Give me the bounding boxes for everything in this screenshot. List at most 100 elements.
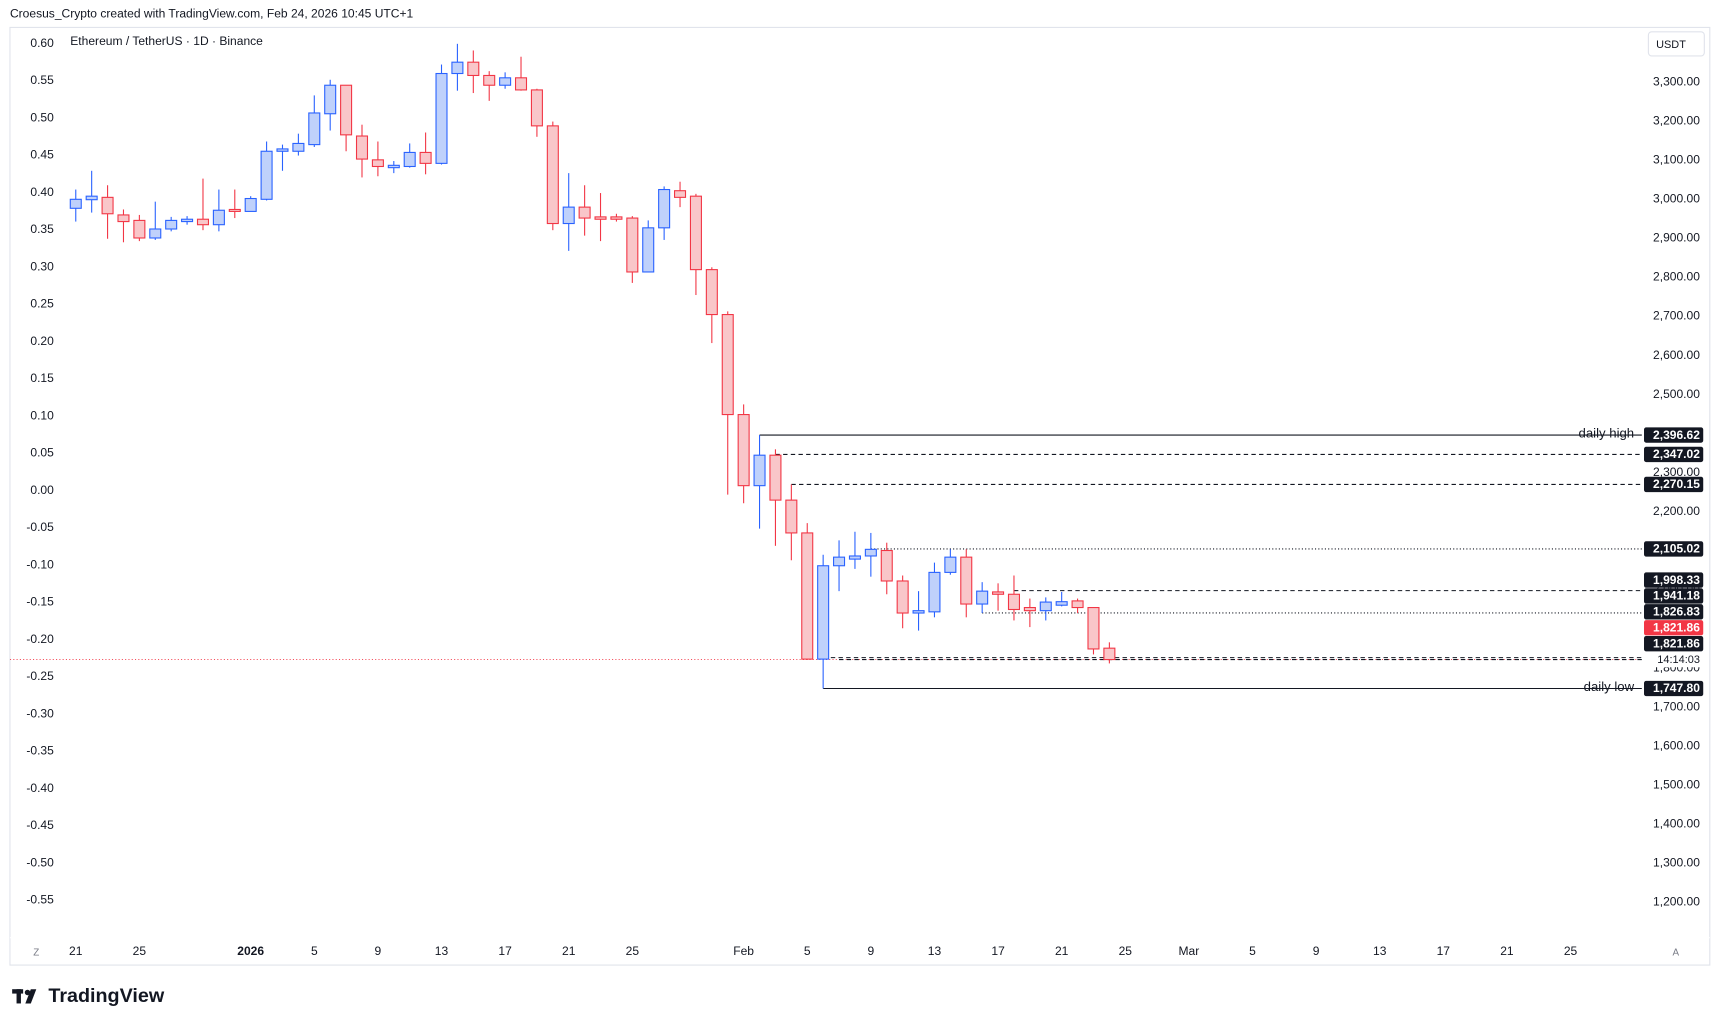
- candle-body: [212, 209, 225, 226]
- price-tag: [1644, 446, 1704, 463]
- y-tick-label: 2,500.00: [1653, 387, 1700, 401]
- y2-tick-label: -0.50: [26, 855, 54, 869]
- candle-body: [1039, 601, 1052, 612]
- x-tick-label: 5: [311, 944, 318, 958]
- y-tick-label: 1,300.00: [1653, 856, 1700, 870]
- candle-body: [546, 125, 559, 225]
- candle-body: [149, 228, 162, 239]
- currency[interactable]: USDT: [1656, 39, 1686, 51]
- candle-body: [467, 61, 480, 77]
- price-tag: [1644, 651, 1704, 668]
- candle-body: [880, 549, 893, 582]
- y-tick-label: 3,100.00: [1653, 152, 1700, 166]
- candle-body: [753, 454, 766, 487]
- price-tag-label: 14:14:03: [1657, 654, 1700, 666]
- x-tick-label: 25: [133, 944, 147, 958]
- candle-body: [165, 219, 178, 230]
- x-tick-label: 17: [991, 944, 1005, 958]
- candle-body: [610, 216, 623, 220]
- price-tag-label: 1,821.86: [1653, 620, 1700, 634]
- logo-part: [25, 989, 37, 1004]
- candle-body: [419, 151, 432, 164]
- x-tick-label: 17: [1437, 944, 1451, 958]
- brand-logo: [12, 989, 37, 1004]
- candle-body: [674, 190, 687, 198]
- x-tick-label: Feb: [733, 944, 754, 958]
- candle-body: [928, 571, 941, 613]
- candle-body: [85, 195, 98, 201]
- candle-body: [530, 89, 543, 127]
- y2-tick-label: 0.30: [30, 259, 54, 273]
- x-tick-label: 21: [1500, 944, 1514, 958]
- candle-body: [276, 148, 289, 152]
- candle-body: [737, 414, 750, 487]
- candle-body: [642, 227, 655, 273]
- candle-body: [196, 218, 210, 226]
- candle-body: [721, 314, 734, 416]
- candle-body: [228, 208, 241, 212]
- y2-tick-label: 0.25: [30, 297, 54, 311]
- candle-body: [483, 74, 496, 86]
- chart-title: Ethereum / TetherUS · 1D · Binance: [70, 34, 263, 48]
- candle-body: [499, 77, 512, 86]
- x-tick-label: 5: [1249, 944, 1256, 958]
- candle-body: [769, 454, 782, 501]
- candle-body: [101, 196, 114, 215]
- price-tag: [1644, 680, 1704, 697]
- y-tick-label: 3,000.00: [1653, 191, 1700, 205]
- candle-body: [626, 217, 639, 273]
- y2-tick-label: 0.50: [30, 110, 54, 124]
- candle-body: [292, 142, 305, 152]
- y2-tick-label: -0.40: [26, 781, 54, 795]
- candle-body: [514, 77, 528, 91]
- candle-body: [324, 84, 337, 115]
- x-tick-label: 5: [804, 944, 811, 958]
- price-tag-label: 1,821.86: [1653, 636, 1700, 650]
- price-tag-label: 2,270.15: [1653, 477, 1700, 491]
- candle-body: [1007, 593, 1021, 611]
- currency-box[interactable]: [1647, 31, 1705, 57]
- y2-tick-label: 0.15: [30, 371, 54, 385]
- y2-tick-label: -0.35: [26, 744, 54, 758]
- y2-tick-label: 0.00: [30, 483, 54, 497]
- candle-body: [260, 150, 273, 200]
- candle-body: [1087, 606, 1100, 650]
- candle-body: [848, 555, 861, 560]
- auto-button[interactable]: A: [1673, 948, 1680, 959]
- zoom-button[interactable]: Z: [33, 948, 39, 959]
- candle-body: [817, 565, 830, 660]
- price-tag: [1644, 541, 1704, 557]
- y2-tick-label: -0.45: [26, 818, 54, 832]
- logo-part: [24, 989, 31, 996]
- candle-body: [371, 159, 384, 168]
- y-tick-label: 3,200.00: [1653, 113, 1700, 127]
- y2-tick-label: -0.30: [26, 706, 54, 720]
- y-tick-label: 2,800.00: [1653, 270, 1700, 284]
- y-tick-label: 2,200.00: [1653, 504, 1700, 518]
- candle-body: [387, 164, 400, 169]
- price-tag-label: 1,998.33: [1653, 573, 1700, 587]
- candle-body: [801, 532, 814, 660]
- header: Croesus_Crypto created with TradingView.…: [10, 6, 414, 20]
- y-tick-label: 2,700.00: [1653, 309, 1700, 323]
- y2-tick-label: 0.60: [30, 36, 54, 50]
- x-tick-label: 21: [562, 944, 576, 958]
- y2-tick-label: 0.20: [30, 334, 54, 348]
- candle-body: [689, 195, 702, 271]
- price-tag-label: 1,826.83: [1653, 605, 1700, 619]
- level-text: daily low: [1584, 679, 1635, 694]
- price-tag: [1644, 476, 1704, 493]
- y2-tick-label: 0.55: [30, 73, 54, 87]
- y2-tick-label: 0.45: [30, 148, 54, 162]
- candle-body: [578, 206, 591, 219]
- brand: TradingView: [48, 985, 165, 1007]
- candle-body: [435, 72, 448, 164]
- y-tick-label: 2,600.00: [1653, 348, 1700, 362]
- y-tick-label: 1,600.00: [1653, 738, 1700, 752]
- candle-body: [833, 556, 846, 567]
- y-tick-label: 2,900.00: [1653, 231, 1700, 245]
- candle-body: [308, 112, 321, 146]
- candle-body: [181, 218, 194, 223]
- x-tick-label: 13: [928, 944, 942, 958]
